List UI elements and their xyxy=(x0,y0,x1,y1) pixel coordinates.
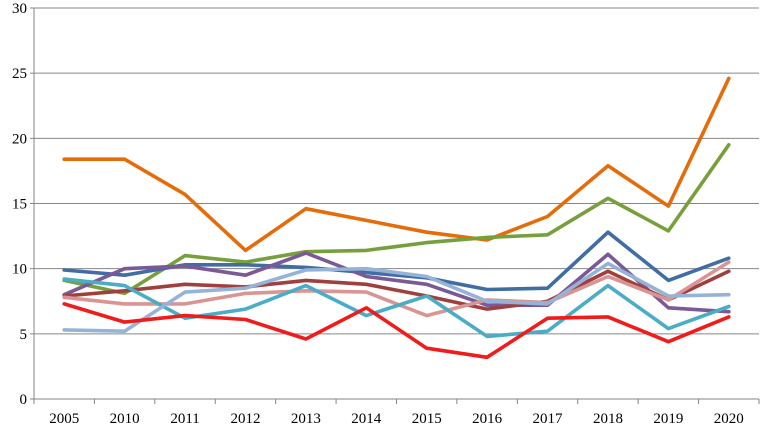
x-tick-label: 2017 xyxy=(533,411,564,427)
x-tick-label: 2012 xyxy=(230,411,260,427)
x-tick-label: 2016 xyxy=(472,411,503,427)
y-tick-labels: 0 5 10 15 20 25 30 xyxy=(12,1,27,408)
series-line-red xyxy=(62,302,731,360)
y-tick-label: 0 xyxy=(20,392,28,408)
y-tick-label: 25 xyxy=(12,66,27,82)
y-tick-label: 10 xyxy=(12,262,27,278)
series-line-teal xyxy=(62,277,731,339)
x-tick-label: 2018 xyxy=(593,411,623,427)
x-tick-label: 2010 xyxy=(110,411,140,427)
y-tick-label: 15 xyxy=(12,197,27,213)
series-line-green xyxy=(62,143,731,296)
series-line-darkred xyxy=(62,269,731,311)
series-line-lightblue xyxy=(62,261,731,334)
x-tick-label: 2005 xyxy=(49,411,79,427)
x-tick-label: 2013 xyxy=(291,411,321,427)
y-tick-label: 5 xyxy=(20,327,28,343)
series-line-orange xyxy=(62,76,731,253)
axes xyxy=(30,7,760,404)
series-line-purple xyxy=(62,251,731,314)
x-tick-label: 2020 xyxy=(714,411,744,427)
x-tick-label: 2015 xyxy=(412,411,442,427)
series-line-pink xyxy=(62,260,731,318)
x-tick-label: 2019 xyxy=(653,411,683,427)
x-tick-label: 2014 xyxy=(351,411,382,427)
x-tick-labels: 2005 2010 2011 2012 2013 2014 2015 2016 2017 2018… xyxy=(49,411,744,427)
y-tick-label: 20 xyxy=(12,131,27,147)
y-tick-label: 30 xyxy=(12,1,27,17)
series-lines xyxy=(62,76,731,360)
x-tick-label: 2011 xyxy=(170,411,199,427)
